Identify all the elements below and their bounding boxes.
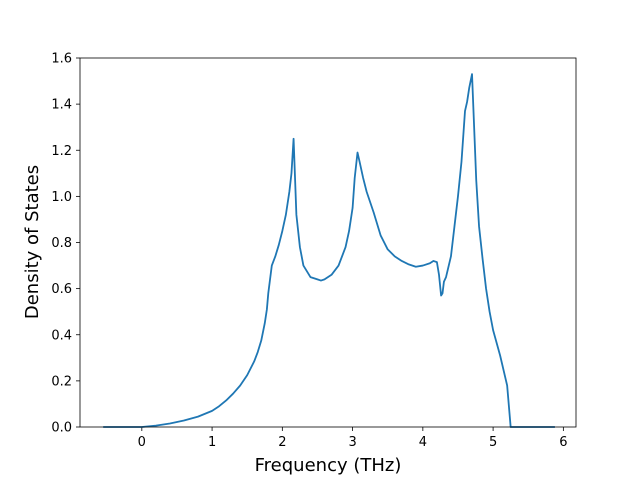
y-tick-label: 0.0 (51, 421, 72, 436)
x-tick-label: 4 (419, 435, 427, 450)
x-axis-label: Frequency (THz) (255, 455, 402, 476)
x-tick-label: 2 (278, 435, 286, 450)
y-tick-label: 1.0 (51, 190, 72, 205)
y-axis-ticks: 0.0 0.2 0.4 0.6 0.8 1.0 1.2 1.4 1.6 (51, 52, 80, 436)
y-axis-label: Density of States (22, 165, 43, 319)
y-tick-label: 0.6 (51, 282, 72, 297)
x-axis-ticks: 0 1 2 3 4 5 6 (138, 427, 567, 450)
dos-series-line (103, 73, 555, 428)
y-tick-label: 1.2 (51, 144, 72, 159)
plot-frame (79, 57, 577, 428)
y-tick-label: 0.2 (51, 374, 72, 389)
y-tick-label: 1.4 (51, 98, 72, 113)
y-tick-label: 0.4 (51, 328, 72, 343)
x-tick-label: 1 (208, 435, 216, 450)
series-layer (103, 73, 555, 428)
x-tick-label: 6 (559, 435, 567, 450)
y-tick-label: 1.6 (51, 52, 72, 67)
y-tick-label: 0.8 (51, 236, 72, 251)
x-tick-label: 0 (138, 435, 146, 450)
x-tick-label: 5 (489, 435, 497, 450)
x-tick-label: 3 (348, 435, 356, 450)
